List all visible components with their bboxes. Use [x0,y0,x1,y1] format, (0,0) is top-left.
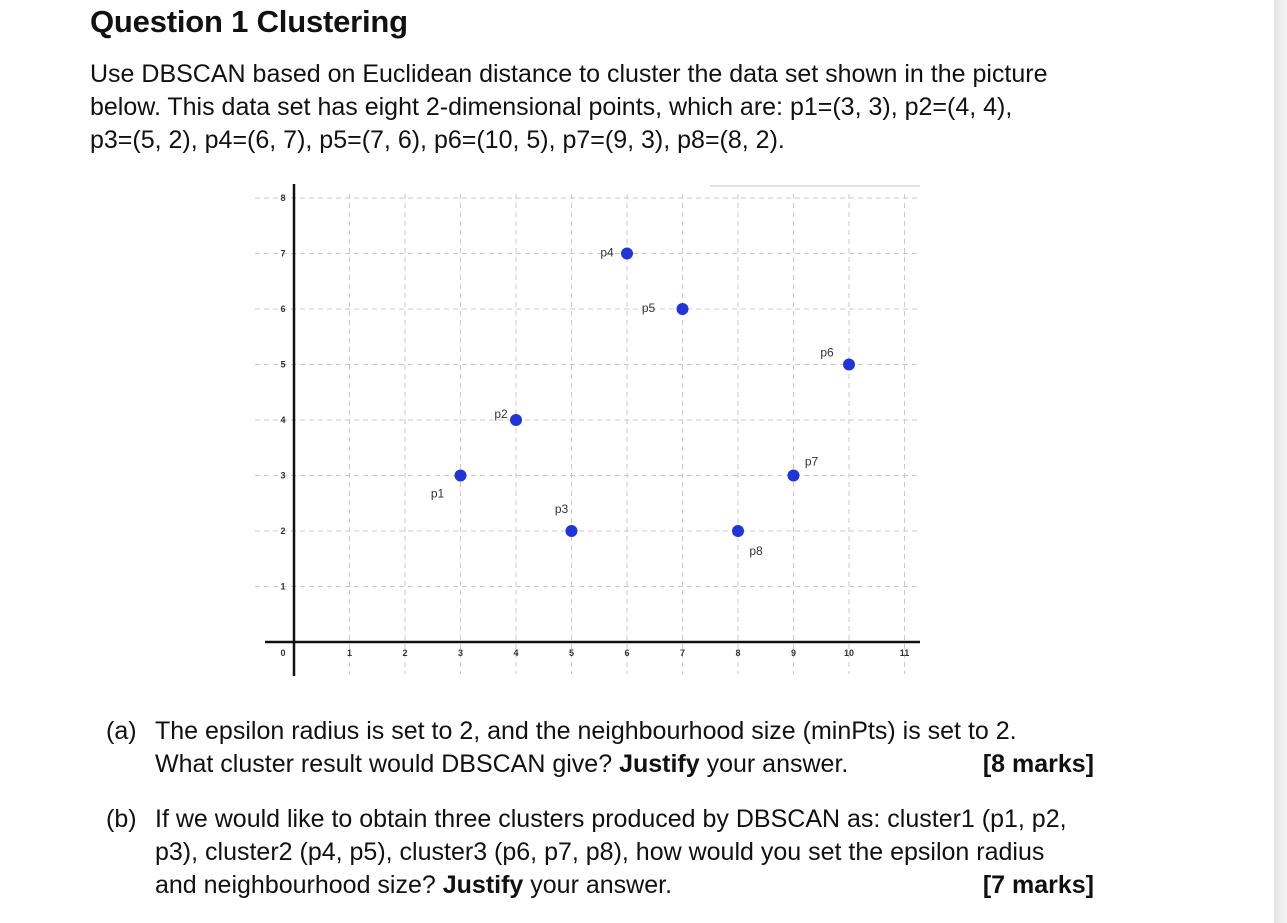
y-tick-label: 8 [280,193,285,203]
intro-line: p3=(5, 2), p4=(6, 7), p5=(7, 6), p6=(10,… [90,126,785,154]
part-a-label: (a) [106,717,137,745]
question-title: Question 1 Clustering [90,4,408,39]
part-a-marks: [8 marks] [982,750,1094,778]
data-point-p4 [621,247,633,260]
data-point-p7 [787,469,800,482]
intro-line: Use DBSCAN based on Euclidean distance t… [90,60,1048,88]
x-tick-label: 8 [735,648,740,658]
point-label-p3: p3 [555,502,569,516]
point-label-p4: p4 [600,246,614,260]
question-intro: Use DBSCAN based on Euclidean distance t… [90,58,1094,157]
y-tick-label: 7 [280,249,285,259]
y-tick-label: 3 [280,471,285,481]
y-tick-label: 1 [280,582,285,592]
x-tick-label: 6 [624,648,629,658]
justify-word: Justify [619,750,700,778]
x-tick-label: 5 [569,648,574,658]
justify-word: Justify [442,871,524,899]
y-tick-label: 5 [280,360,285,370]
intro-line: below. This data set has eight 2-dimensi… [90,93,1013,121]
point-label-p1: p1 [431,487,445,501]
data-point-p6 [843,358,855,371]
part-b-line1: If we would like to obtain three cluster… [155,805,1067,833]
point-label-p8: p8 [749,544,763,558]
point-label-p5: p5 [642,301,656,315]
point-label-p7: p7 [805,455,819,469]
data-point-p5 [676,303,689,315]
y-tick-label: 6 [280,304,285,314]
part-b-label: (b) [106,805,137,833]
data-point-p2 [510,414,522,426]
part-b-line2: p3), cluster2 (p4, p5), cluster3 (p6, p7… [155,838,1045,866]
x-tick-label: 1 [347,648,352,658]
x-tick-label: 2 [402,648,407,658]
x-tick-label: 9 [791,648,796,658]
data-point-p8 [732,525,744,537]
y-tick-label: 2 [280,526,285,536]
part-a-line2: What cluster result would DBSCAN give? J… [155,750,849,778]
x-tick-label: 0 [280,648,285,658]
plot-points: p1 p2 p3 p4 p5 p6 p7 p8 [431,246,855,558]
page-right-edge [1274,0,1287,923]
point-label-p2: p2 [494,407,508,421]
part-b: (b) If we would like to obtain three clu… [106,803,1094,902]
x-tick-label: 3 [458,648,463,658]
data-point-p3 [565,525,578,537]
plot-axes [265,184,920,676]
data-point-p1 [454,469,467,482]
x-tick-label: 7 [680,648,685,658]
x-tick-label: 4 [513,648,518,658]
x-tick-label: 10 [844,648,854,658]
x-tick-label: 11 [900,648,910,658]
part-a-line1: The epsilon radius is set to 2, and the … [155,717,1017,745]
point-label-p6: p6 [820,346,834,360]
part-b-line3: and neighbourhood size? Justify your ans… [155,871,673,899]
plot-grid [255,185,920,674]
part-b-marks: [7 marks] [982,871,1094,899]
part-a: (a) The epsilon radius is set to 2, and … [106,715,1094,781]
y-tick-label: 4 [280,415,285,425]
